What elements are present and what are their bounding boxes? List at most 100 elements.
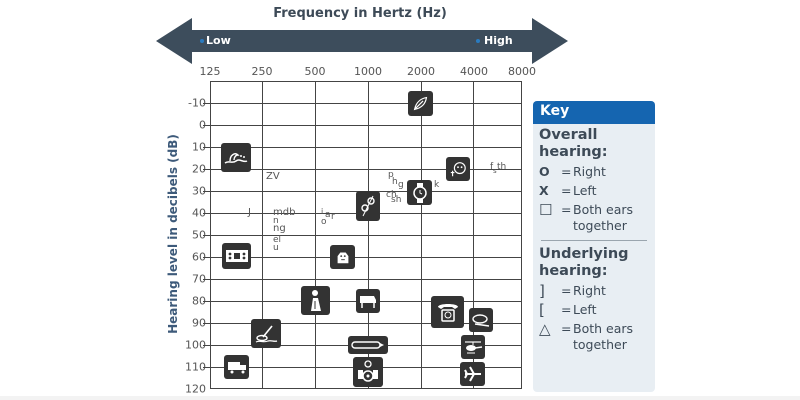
key-title: Key (533, 101, 655, 124)
key-label: Both ears together (573, 321, 634, 352)
y-tick: 100 (185, 338, 206, 352)
gridline (211, 169, 521, 170)
key-label: Left (573, 302, 597, 317)
leaves-icon (408, 91, 433, 116)
x-tick-4000: 4000 (460, 65, 488, 78)
phoneme-h: h (392, 177, 398, 187)
key-overall-section: Overall hearing: O = Right X = Left ☐ = … (533, 124, 655, 234)
drums-icon (353, 357, 383, 387)
tick-mark (203, 257, 210, 258)
cross-x-icon: X (539, 183, 549, 198)
x-tick-1000: 1000 (354, 65, 382, 78)
gridline (211, 125, 521, 126)
phoneme-g: g (398, 180, 404, 190)
key-row-right: ] = Right (539, 282, 606, 300)
gridline (211, 279, 521, 280)
piano-icon (356, 289, 380, 313)
phoneme-f: f (490, 162, 494, 172)
stereo-icon (222, 243, 251, 269)
y-tick: 120 (185, 382, 206, 396)
phoneme-p: p (388, 170, 394, 180)
phoneme-ch: ch (386, 190, 397, 200)
gridline (211, 323, 521, 324)
watch-icon (407, 180, 432, 205)
gridline (473, 82, 474, 388)
key-row-left: [ = Left (539, 301, 597, 319)
key-row-right: O = Right (539, 164, 606, 179)
left-bracket-icon: [ (539, 301, 545, 319)
tick-mark (203, 213, 210, 214)
phoneme-mdb: mdb (273, 207, 296, 218)
phoneme-ng: ng (273, 223, 286, 234)
phoneme-r: r (331, 212, 335, 222)
y-tick: 90 (192, 316, 206, 330)
phoneme-sh: sh (391, 195, 402, 205)
key-label: Both ears together (573, 202, 634, 233)
tick-mark (203, 147, 210, 148)
y-tick: 60 (192, 250, 206, 264)
phoneme-s: s (493, 167, 497, 175)
square-icon: ☐ (539, 201, 553, 219)
bottom-strip (0, 396, 800, 400)
motorcycle-icon (469, 308, 493, 332)
x-tick-2000: 2000 (407, 65, 435, 78)
phoneme-a: a (325, 210, 331, 220)
y-tick: 10 (192, 140, 206, 154)
faucet-drip-icon (356, 191, 380, 221)
key-label: Right (573, 283, 606, 298)
tick-mark (203, 235, 210, 236)
circle-o-icon: O (539, 164, 550, 179)
y-tick: 80 (192, 294, 206, 308)
tick-mark (203, 191, 210, 192)
water-wave-icon (221, 143, 251, 172)
x-tick-125: 125 (199, 65, 221, 78)
dog-icon (330, 245, 355, 269)
gridline (211, 103, 521, 104)
tick-mark (203, 103, 210, 104)
gridline (211, 257, 521, 258)
gridline (421, 82, 422, 388)
key-row-left: X = Left (539, 183, 597, 198)
gridline (315, 82, 316, 388)
truck-icon (224, 355, 249, 379)
phoneme-zv: ZV (266, 171, 280, 182)
key-panel: Key Overall hearing: O = Right X = Left … (533, 101, 655, 392)
phoneme-o: o (321, 217, 327, 227)
triangle-icon: △ (539, 320, 551, 338)
key-row-both: △ = Both ears together (539, 321, 649, 353)
key-label: Left (573, 183, 597, 198)
x-tick-500: 500 (304, 65, 326, 78)
chainsaw-icon (348, 336, 388, 354)
gridline (262, 82, 263, 388)
y-tick: 30 (192, 184, 206, 198)
y-tick: 50 (192, 228, 206, 242)
gridline (368, 82, 369, 388)
gridline (211, 147, 521, 148)
tick-mark (203, 345, 210, 346)
tick-mark (203, 323, 210, 324)
baby-icon (301, 286, 330, 315)
x-tick-250: 250 (251, 65, 273, 78)
tick-mark (203, 301, 210, 302)
x-tick-8000: 8000 (508, 65, 536, 78)
tick-mark (203, 169, 210, 170)
airplane-icon (460, 362, 485, 386)
phoneme-el: el (273, 235, 282, 245)
key-row-both: ☐ = Both ears together (539, 202, 649, 234)
telephone-icon (431, 296, 464, 328)
tick-mark (203, 367, 210, 368)
y-tick: -10 (188, 96, 206, 110)
y-tick: 70 (192, 272, 206, 286)
birds-icon (446, 157, 470, 181)
y-tick: 20 (192, 162, 206, 176)
helicopter-icon (461, 335, 485, 359)
right-bracket-icon: ] (539, 282, 545, 300)
phoneme-i: i (321, 207, 324, 216)
high-label: High (484, 34, 513, 47)
tick-mark (203, 125, 210, 126)
gridline (211, 235, 521, 236)
low-label: Low (206, 34, 231, 47)
phoneme-n: n (273, 216, 279, 226)
frequency-arrow-icon (156, 18, 568, 64)
lawn-mower-icon (251, 319, 281, 348)
